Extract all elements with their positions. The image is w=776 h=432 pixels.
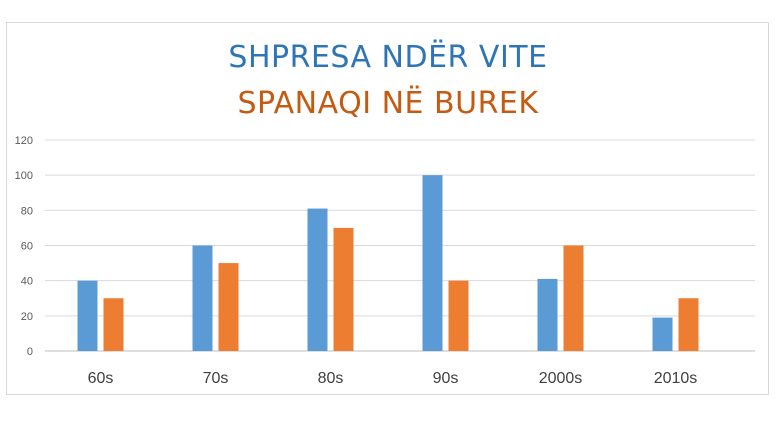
bar-series-1	[77, 280, 98, 351]
chart-frame	[6, 22, 769, 395]
y-tick-label: 0	[27, 346, 33, 358]
x-tick-label: 60s	[88, 370, 114, 387]
x-tick-label: 2010s	[654, 370, 698, 387]
y-tick-label: 60	[21, 241, 33, 253]
y-tick-label: 80	[21, 205, 33, 217]
x-axis: 60s 70s 80s 90s 2000s 2010s	[88, 370, 698, 387]
chart-title-line-2: SPANAQI NË BUREK	[237, 86, 539, 121]
bar-series-2	[103, 298, 124, 351]
bar-series-1	[652, 317, 673, 351]
bar-series-1	[537, 278, 558, 351]
bar-series-2	[678, 298, 699, 351]
bar-series-1	[307, 208, 328, 351]
y-tick-label: 100	[15, 170, 33, 182]
bar-series-2	[333, 227, 354, 351]
x-tick-label: 70s	[203, 370, 229, 387]
bars	[77, 175, 699, 351]
y-axis: 0 20 40 60 80 100 120	[15, 135, 33, 358]
x-tick-label: 2000s	[539, 370, 583, 387]
y-tick-label: 40	[21, 276, 33, 288]
y-tick-label: 20	[21, 311, 33, 323]
bar-series-1	[422, 175, 443, 351]
bar-series-2	[563, 245, 584, 351]
bar-series-1	[192, 245, 213, 351]
bar-series-2	[448, 280, 469, 351]
chart-title-line-1: SHPRESA NDËR VITE	[228, 40, 548, 75]
bar-series-2	[218, 263, 239, 351]
x-tick-label: 90s	[433, 370, 459, 387]
y-tick-label: 120	[15, 135, 33, 147]
gridlines	[45, 139, 755, 352]
x-tick-label: 80s	[318, 370, 344, 387]
